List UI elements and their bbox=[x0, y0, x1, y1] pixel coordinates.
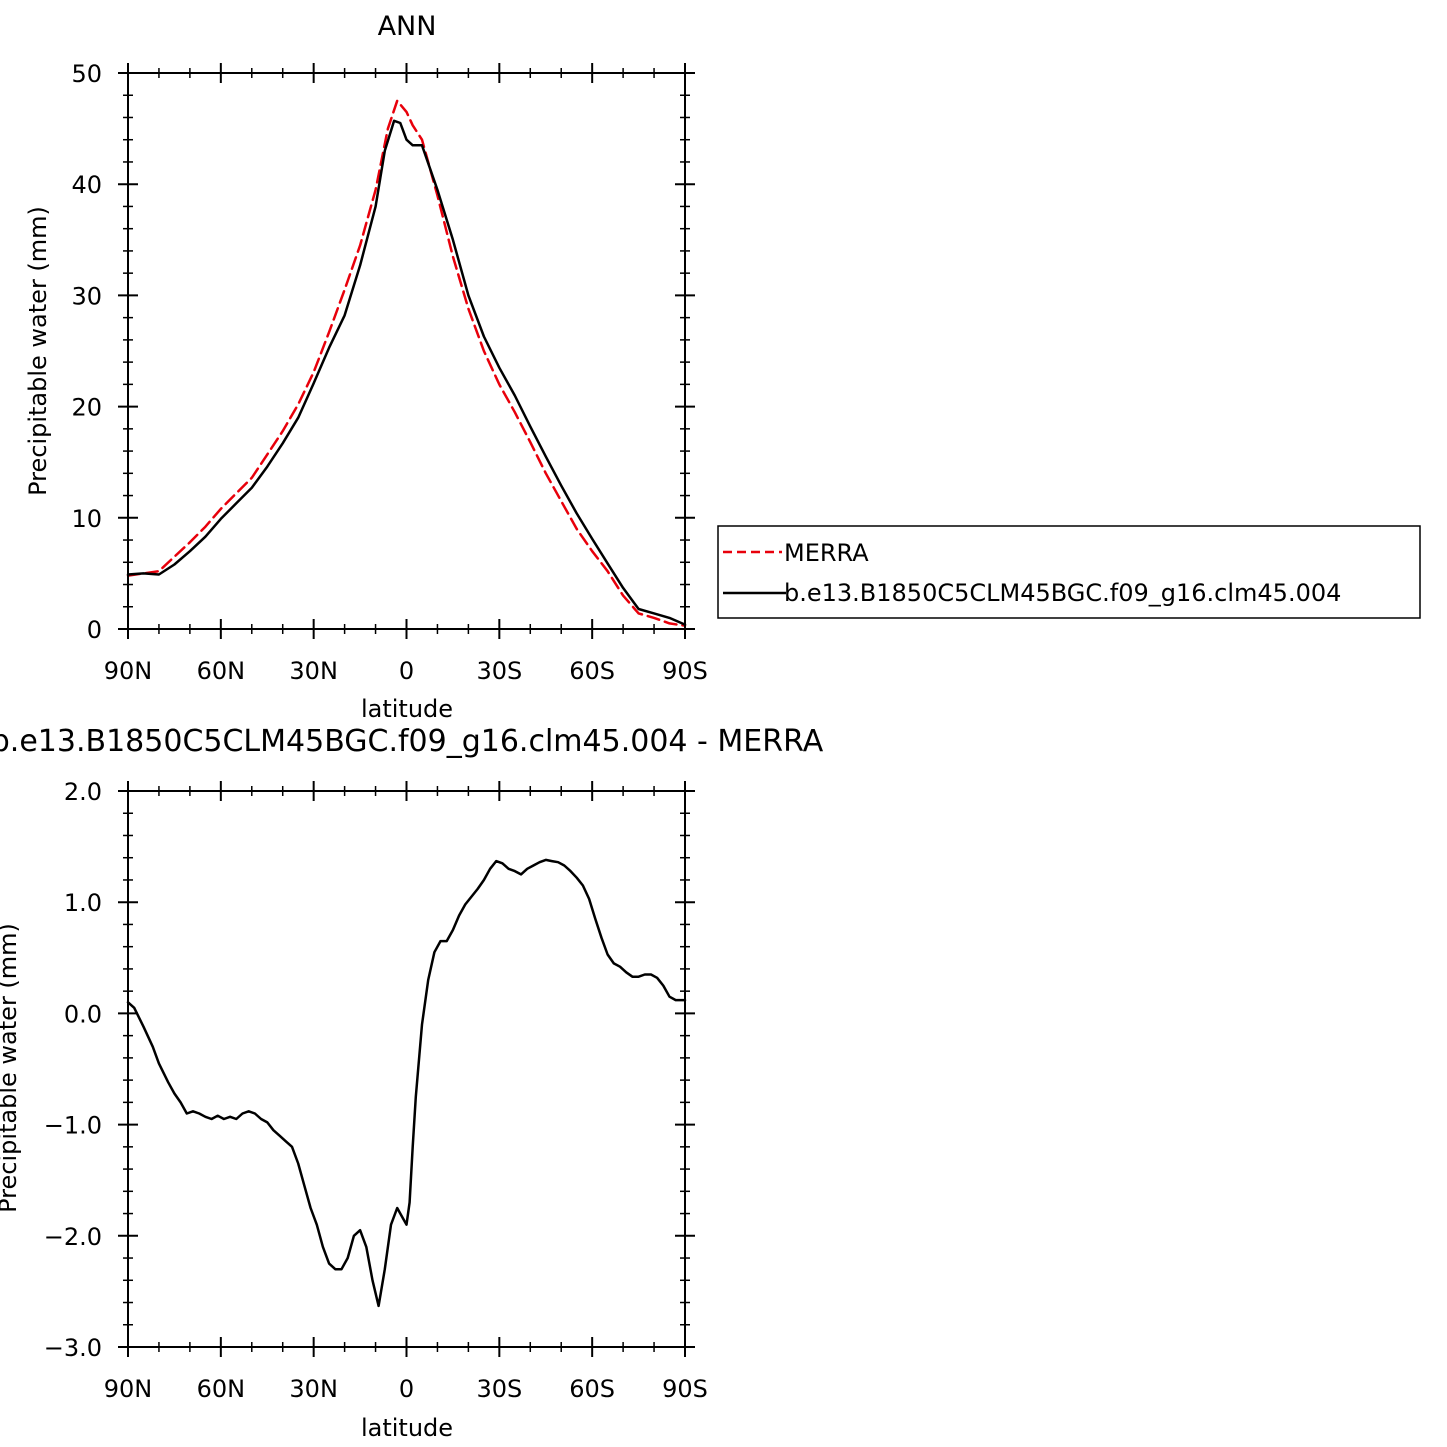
y-tick-label: 50 bbox=[71, 60, 102, 88]
x-axis-label: latitude bbox=[361, 1414, 453, 1442]
x-tick-label: 30S bbox=[476, 1375, 522, 1403]
x-tick-label: 90N bbox=[104, 1375, 153, 1403]
x-tick-label: 60S bbox=[569, 657, 615, 685]
x-tick-label: 0 bbox=[399, 657, 414, 685]
chart-panel-bottom: b.e13.B1850C5CLM45BGC.f09_g16.clm45.004 … bbox=[0, 724, 824, 1442]
y-tick-label: 2.0 bbox=[64, 778, 102, 806]
series-lines bbox=[126, 858, 687, 1308]
x-tick-labels: 90N 60N 30N 0 30S 60S 90S bbox=[104, 657, 708, 685]
x-tick-label: 60N bbox=[197, 1375, 246, 1403]
y-tick-label: 30 bbox=[71, 282, 102, 310]
y-tick-labels: −3.0 −2.0 −1.0 0.0 1.0 2.0 bbox=[44, 778, 102, 1362]
x-tick-label: 90N bbox=[104, 657, 153, 685]
series-line-0 bbox=[126, 99, 687, 627]
x-axis-label: latitude bbox=[361, 695, 453, 723]
y-tick-label: −3.0 bbox=[44, 1334, 102, 1362]
series-line-1 bbox=[126, 119, 687, 626]
y-tick-label: 0.0 bbox=[64, 1000, 102, 1028]
x-tick-label: 30N bbox=[289, 657, 338, 685]
y-tick-label: 1.0 bbox=[64, 889, 102, 917]
y-tick-label: −2.0 bbox=[44, 1223, 102, 1251]
legend-label-model: b.e13.B1850C5CLM45BGC.f09_g16.clm45.004 bbox=[784, 579, 1341, 607]
x-tick-labels: 90N 60N 30N 0 30S 60S 90S bbox=[104, 1375, 708, 1403]
y-axis-label: Precipitable water (mm) bbox=[0, 923, 22, 1213]
x-tick-label: 90S bbox=[662, 1375, 708, 1403]
x-tick-label: 0 bbox=[399, 1375, 414, 1403]
y-axis-label: Precipitable water (mm) bbox=[24, 206, 52, 496]
x-tick-label: 30N bbox=[289, 1375, 338, 1403]
y-tick-label: −1.0 bbox=[44, 1112, 102, 1140]
plot-frame bbox=[127, 790, 686, 1348]
y-tick-labels: 0 10 20 30 40 50 bbox=[71, 60, 102, 644]
axes-ticks bbox=[118, 63, 695, 639]
y-tick-label: 40 bbox=[71, 171, 102, 199]
series-lines bbox=[126, 99, 687, 627]
chart-panel-top: ANN Precipitable water (mm) latitude 0 10… bbox=[24, 11, 708, 723]
x-tick-label: 60S bbox=[569, 1375, 615, 1403]
x-tick-label: 30S bbox=[476, 657, 522, 685]
legend-label-merra: MERRA bbox=[784, 539, 869, 567]
y-tick-label: 20 bbox=[71, 394, 102, 422]
chart-title: b.e13.B1850C5CLM45BGC.f09_g16.clm45.004 … bbox=[0, 724, 824, 759]
plot-frame bbox=[127, 72, 686, 630]
legend-box bbox=[717, 525, 1421, 619]
legend: MERRA b.e13.B1850C5CLM45BGC.f09_g16.clm4… bbox=[717, 525, 1421, 619]
y-tick-label: 0 bbox=[87, 616, 102, 644]
x-tick-label: 60N bbox=[197, 657, 246, 685]
axes-ticks bbox=[118, 781, 695, 1357]
x-tick-label: 90S bbox=[662, 657, 708, 685]
series-line-0 bbox=[126, 858, 687, 1308]
y-tick-label: 10 bbox=[71, 505, 102, 533]
chart-title: ANN bbox=[378, 11, 437, 42]
